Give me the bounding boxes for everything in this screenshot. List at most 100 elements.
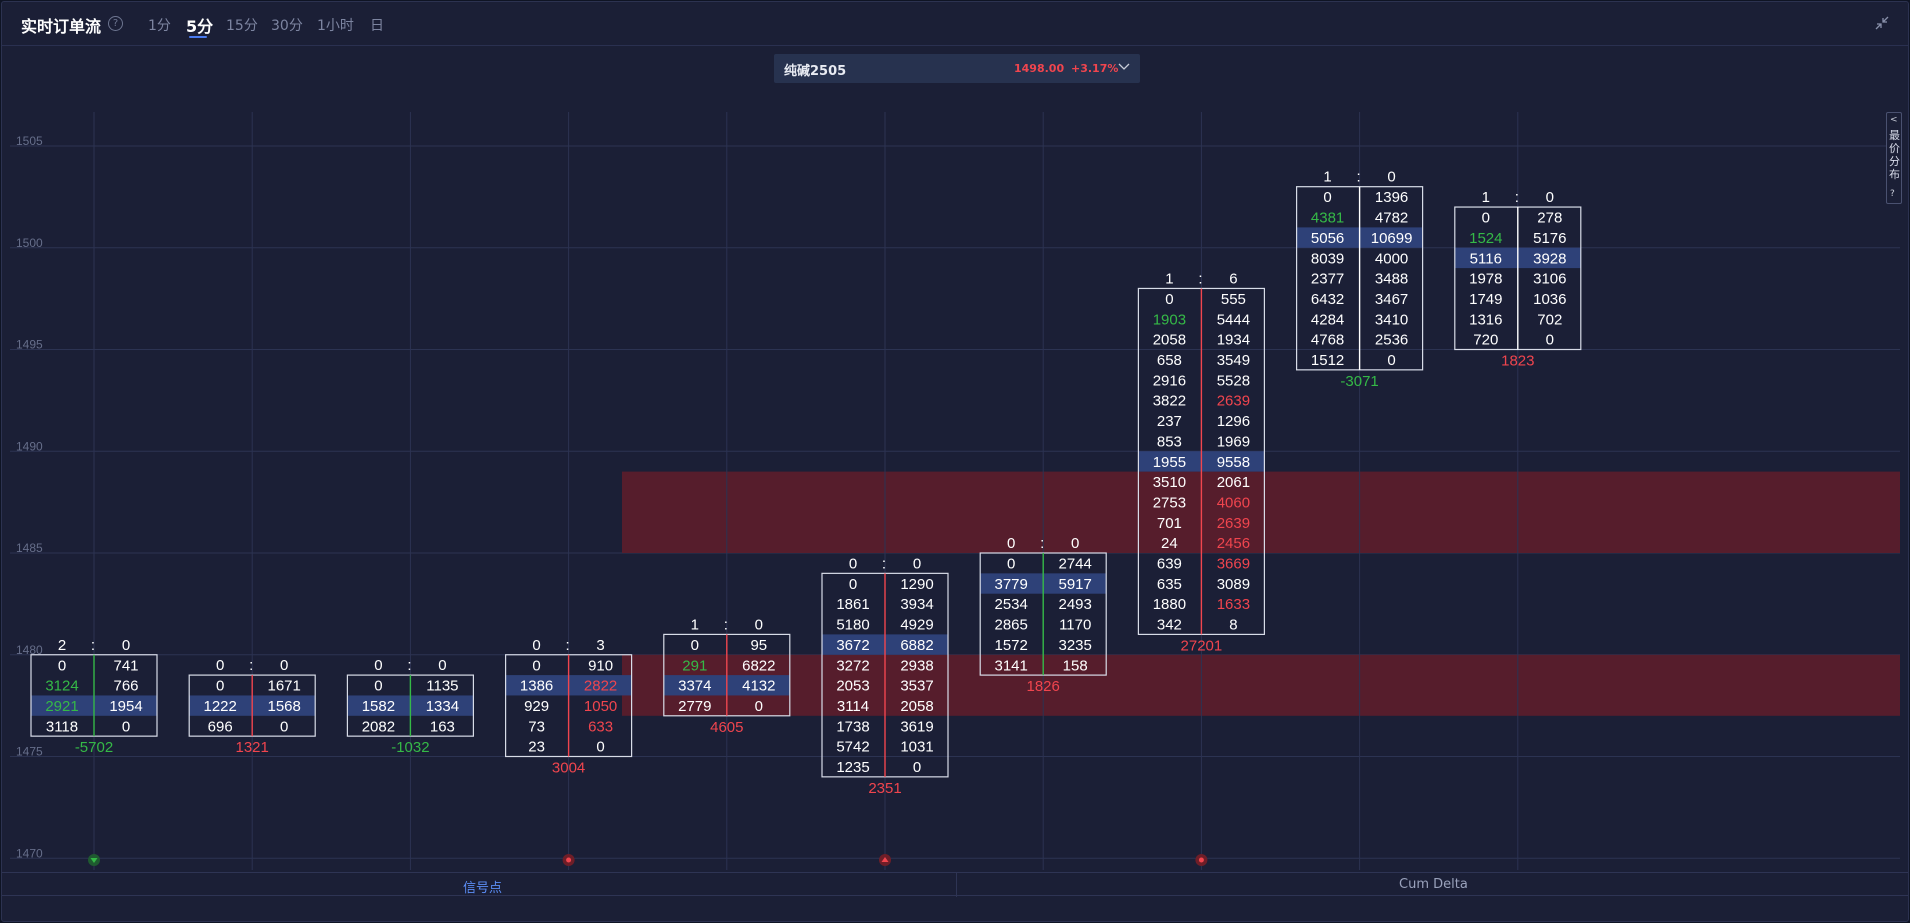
ask-volume-cell: 3106 [1533, 271, 1566, 288]
ask-volume-cell: 6882 [900, 637, 933, 654]
ratio-left: 0 [849, 555, 857, 572]
tab-5min[interactable]: 5分 [186, 17, 214, 36]
symbol-change: +3.17% [1071, 62, 1119, 75]
ask-volume-cell: 4782 [1375, 210, 1408, 227]
ask-volume-cell: 3669 [1217, 556, 1250, 573]
bid-volume-cell: 3374 [678, 678, 711, 695]
ask-volume-cell: 3619 [900, 718, 933, 735]
ratio-colon: : [724, 616, 728, 633]
ask-volume-cell: 0 [755, 698, 763, 715]
ratio-right: 0 [1071, 535, 1079, 552]
tab-15min[interactable]: 15分 [226, 18, 258, 34]
ask-volume-cell: 1170 [1059, 617, 1091, 634]
ask-volume-cell: 2456 [1217, 535, 1250, 552]
bid-volume-cell: 2779 [678, 698, 711, 715]
ask-volume-cell: 3410 [1375, 311, 1408, 328]
bid-volume-cell: 1512 [1311, 352, 1344, 369]
bid-volume-cell: 3779 [995, 576, 1028, 593]
bid-volume-cell: 6432 [1311, 291, 1344, 308]
tab-1min[interactable]: 1分 [148, 18, 171, 34]
ask-volume-cell: 555 [1221, 291, 1246, 308]
ratio-right: 0 [122, 637, 130, 654]
ask-volume-cell: 1036 [1533, 291, 1566, 308]
bid-volume-cell: 3114 [837, 698, 869, 715]
bid-volume-cell: 2916 [1153, 372, 1186, 389]
ask-volume-cell: 158 [1063, 657, 1088, 674]
bar-delta-label: 4605 [710, 719, 743, 736]
ask-volume-cell: 163 [430, 718, 455, 735]
ask-volume-cell: 2938 [900, 657, 933, 674]
ask-volume-cell: 0 [122, 718, 130, 735]
ask-volume-cell: 5444 [1217, 311, 1250, 328]
bid-volume-cell: 1955 [1153, 454, 1186, 471]
bid-volume-cell: 342 [1157, 617, 1182, 634]
bid-volume-cell: 1572 [995, 637, 1028, 654]
ask-volume-cell: 4000 [1375, 250, 1408, 267]
tab-divider [956, 873, 957, 897]
ask-volume-cell: 4060 [1217, 494, 1250, 511]
signal-dot-icon [1198, 857, 1204, 863]
ratio-right: 0 [280, 657, 288, 674]
ratio-left: 1 [1323, 169, 1331, 186]
help-icon[interactable]: ? [108, 16, 123, 31]
bar-delta-label: 3004 [552, 760, 585, 777]
ratio-left: 0 [216, 657, 224, 674]
ratio-left: 0 [532, 637, 540, 654]
tab-1hour[interactable]: 1小时 [317, 18, 354, 34]
bar-delta-label: -5702 [75, 739, 113, 756]
bid-volume-cell: 2082 [362, 718, 395, 735]
tab-signal-points[interactable]: 信号点 [463, 881, 503, 896]
symbol-name: 纯碱2505 [784, 64, 847, 79]
bid-volume-cell: 5742 [836, 739, 869, 756]
ratio-colon: : [91, 637, 95, 654]
bid-volume-cell: 2753 [1153, 494, 1186, 511]
footprint-bar: 2: 0 0 741 3124 766 2921 1954 3118 0 -5702 [30, 637, 158, 866]
side-help-icon[interactable]: ? [1890, 189, 1895, 199]
ratio-left: 2 [58, 637, 66, 654]
ask-volume-cell: 910 [588, 657, 613, 674]
ask-volume-cell: 1969 [1217, 433, 1250, 450]
ask-volume-cell: 3467 [1375, 291, 1408, 308]
ask-volume-cell: 1135 [426, 678, 458, 695]
tab-day[interactable]: 日 [370, 18, 384, 34]
bid-volume-cell: 0 [58, 657, 66, 674]
bid-volume-cell: 701 [1157, 515, 1182, 532]
ask-volume-cell: 95 [750, 637, 767, 654]
ask-volume-cell: 2536 [1375, 332, 1408, 349]
price-distribution-label: 最价分布 [1889, 129, 1900, 181]
ratio-right: 3 [596, 637, 604, 654]
bid-volume-cell: 0 [1165, 291, 1173, 308]
orderflow-chart[interactable]: 1505150014951490148514801475147002-14 22… [2, 2, 1908, 872]
ratio-colon: : [566, 637, 570, 654]
bid-volume-cell: 3672 [836, 637, 869, 654]
symbol-price: 1498.00 [1014, 62, 1065, 75]
collapse-icon[interactable] [1874, 15, 1890, 31]
tab-cum-delta[interactable]: Cum Delta [1399, 877, 1468, 892]
bar-delta-label: 1823 [1501, 353, 1534, 370]
bar-delta-label: 1321 [236, 739, 269, 756]
ask-volume-cell: 4929 [900, 617, 933, 634]
ask-volume-cell: 766 [113, 678, 138, 695]
bid-volume-cell: 635 [1157, 576, 1182, 593]
symbol-selector[interactable]: 纯碱2505 1498.00 +3.17% [774, 54, 1140, 83]
ratio-colon: : [1515, 189, 1519, 206]
ratio-colon: : [407, 657, 411, 674]
ratio-left: 0 [374, 657, 382, 674]
bar-delta-label: 1826 [1027, 678, 1060, 695]
tab-30min[interactable]: 30分 [271, 18, 303, 34]
bid-volume-cell: 237 [1157, 413, 1182, 430]
highlight-band [622, 471, 1900, 553]
bid-volume-cell: 5116 [1470, 250, 1502, 267]
ask-volume-cell: 2744 [1059, 556, 1092, 573]
bid-volume-cell: 0 [1007, 556, 1015, 573]
bid-volume-cell: 24 [1161, 535, 1178, 552]
price-tick-label: 1470 [16, 846, 43, 860]
ratio-right: 0 [438, 657, 446, 674]
ask-volume-cell: 741 [113, 657, 138, 674]
price-tick-label: 1500 [16, 236, 43, 250]
ask-volume-cell: 1934 [1217, 332, 1250, 349]
bid-volume-cell: 2865 [995, 617, 1028, 634]
footprint-bar: 1: 0 0 1396 4381 4782 5056 10699 8039 4000 2377 348… [1295, 169, 1424, 390]
price-distribution-tab[interactable]: < 最价分布 ? [1886, 112, 1902, 204]
bid-volume-cell: 2377 [1311, 271, 1344, 288]
